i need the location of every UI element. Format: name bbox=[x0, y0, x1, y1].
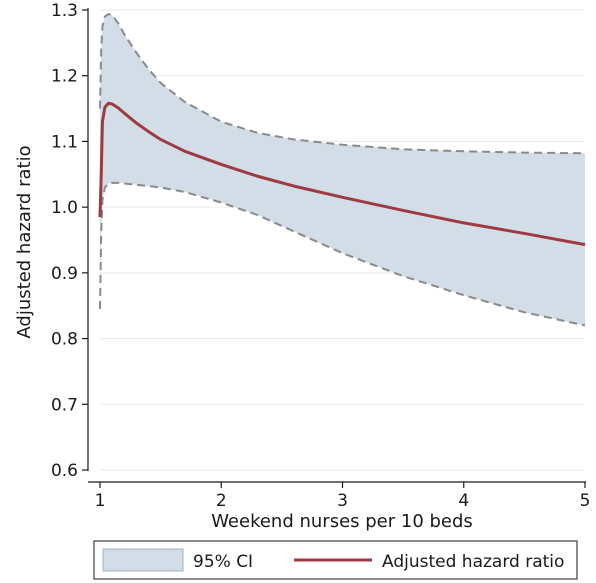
x-tick-label-3: 4 bbox=[458, 491, 469, 511]
legend-ci-swatch bbox=[102, 548, 184, 572]
ci-band-layer bbox=[99, 12, 586, 327]
axes-layer bbox=[82, 8, 586, 488]
x-tick-label-4: 5 bbox=[580, 491, 591, 511]
y-tick-label-1: 0.7 bbox=[51, 395, 78, 415]
tick-label-layer: 0.6 0.7 0.8 0.9 1.0 1.1 1.2 1.3 1 2 3 4 5 bbox=[51, 1, 590, 511]
y-tick-label-3: 0.9 bbox=[51, 264, 78, 284]
y-tick-label-2: 0.8 bbox=[51, 330, 78, 350]
y-tick-label-4: 1.0 bbox=[51, 198, 78, 218]
ci-lower-line bbox=[99, 181, 586, 327]
x-axis-title: Weekend nurses per 10 beds bbox=[211, 511, 473, 532]
x-tick-label-2: 3 bbox=[337, 491, 348, 511]
y-tick-label-0: 0.6 bbox=[51, 461, 78, 481]
x-tick-label-1: 2 bbox=[216, 491, 227, 511]
legend: 95% CI Adjusted hazard ratio bbox=[93, 540, 578, 580]
ci-band bbox=[100, 13, 585, 326]
y-axis-title: Adjusted hazard ratio bbox=[14, 145, 35, 338]
y-tick-label-6: 1.2 bbox=[51, 67, 78, 87]
legend-hr-label: Adjusted hazard ratio bbox=[382, 552, 564, 572]
y-tick-label-7: 1.3 bbox=[51, 1, 78, 21]
legend-ci-label: 95% CI bbox=[193, 552, 253, 572]
x-tick-label-0: 1 bbox=[95, 491, 106, 511]
grid-lines bbox=[100, 9, 585, 471]
y-tick-label-5: 1.1 bbox=[51, 132, 78, 152]
series-layer bbox=[98, 101, 586, 247]
series-line-hazard-ratio bbox=[98, 101, 586, 247]
ci-upper-line bbox=[99, 12, 586, 155]
